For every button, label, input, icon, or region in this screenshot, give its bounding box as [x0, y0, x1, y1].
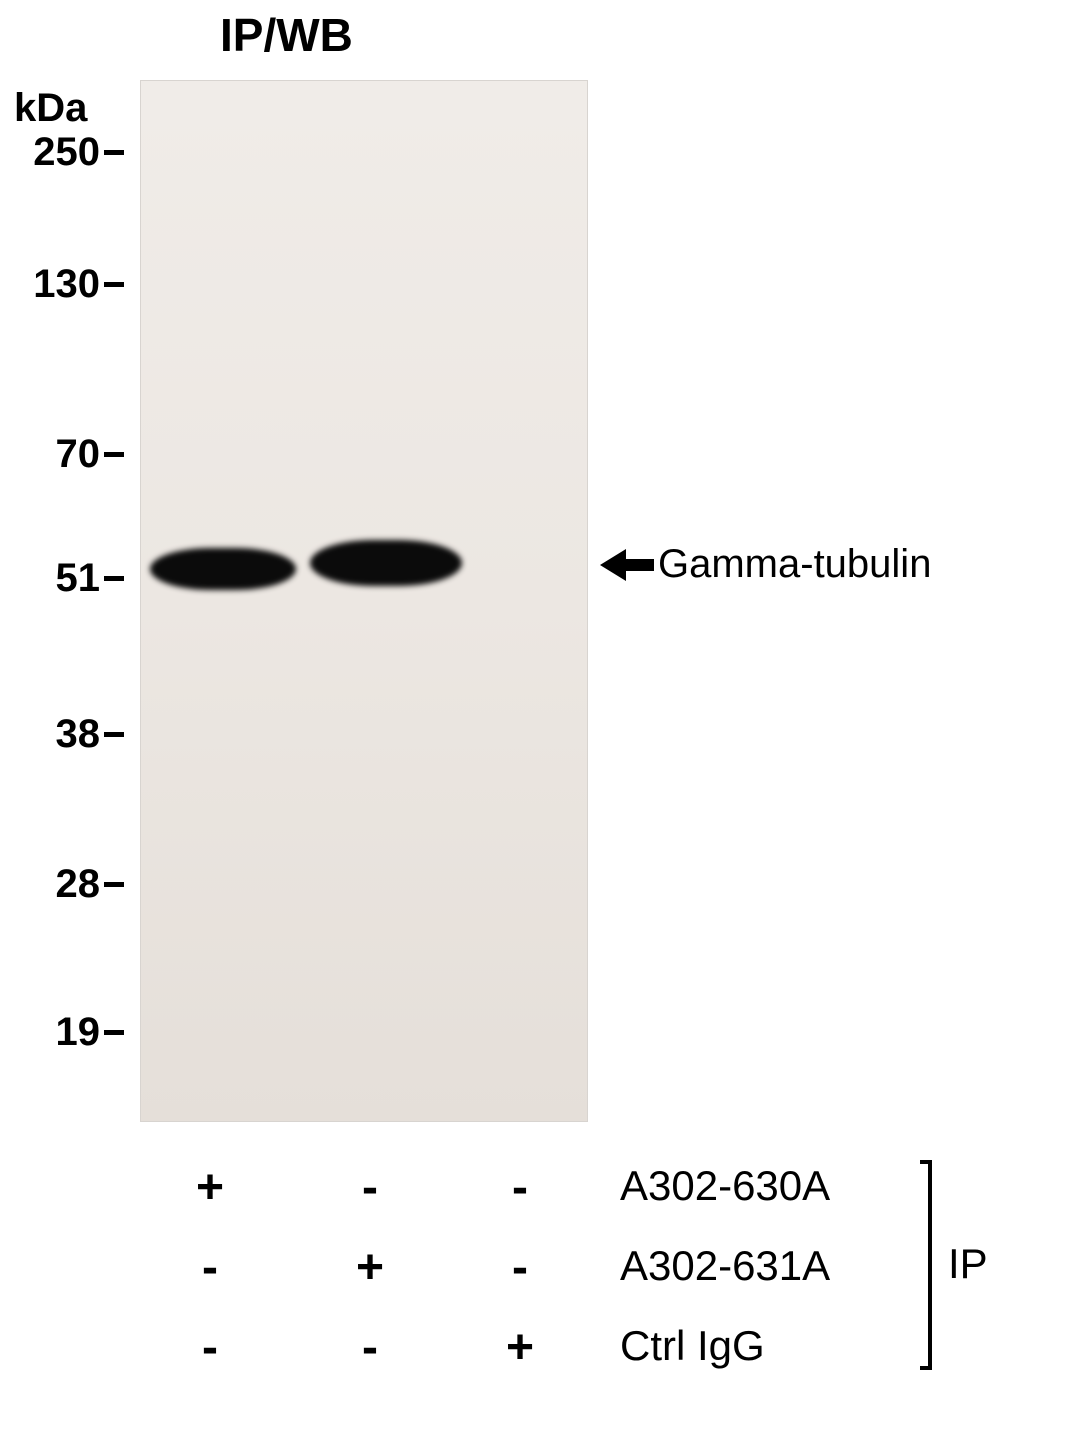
protein-band: [310, 540, 462, 586]
mw-tick: 28: [10, 862, 124, 907]
mw-tick-dash: [104, 1030, 124, 1035]
mw-tick: 130: [10, 262, 124, 307]
mw-tick: 19: [10, 1010, 124, 1055]
mw-tick-dash: [104, 732, 124, 737]
mw-tick-dash: [104, 282, 124, 287]
mw-tick-value: 38: [10, 712, 100, 757]
protein-band: [150, 548, 296, 590]
mw-tick-value: 28: [10, 862, 100, 907]
mw-tick-dash: [104, 576, 124, 581]
protein-label-text: Gamma-tubulin: [658, 542, 931, 587]
mw-tick: 38: [10, 712, 124, 757]
ip-bracket: [920, 1160, 932, 1370]
blot-membrane: [140, 80, 588, 1122]
figure-title: IP/WB: [220, 8, 353, 62]
mw-tick: 250: [10, 130, 124, 175]
lane-symbol: -: [186, 1320, 234, 1375]
ip-antibody-label: A302-630A: [620, 1162, 830, 1210]
lane-symbol: -: [186, 1240, 234, 1295]
mw-tick-value: 130: [10, 262, 100, 307]
mw-tick-dash: [104, 882, 124, 887]
ip-antibody-label: A302-631A: [620, 1242, 830, 1290]
mw-tick-value: 250: [10, 130, 100, 175]
mw-tick-value: 51: [10, 556, 100, 601]
lane-symbol: -: [496, 1240, 544, 1295]
mw-tick-dash: [104, 452, 124, 457]
mw-tick-dash: [104, 150, 124, 155]
lane-symbol: -: [496, 1160, 544, 1215]
mw-tick: 70: [10, 432, 124, 477]
lane-symbol: +: [186, 1160, 234, 1215]
ip-group-label: IP: [948, 1240, 988, 1288]
mw-tick-value: 70: [10, 432, 100, 477]
arrow-left-icon: [600, 545, 654, 585]
mw-tick-value: 19: [10, 1010, 100, 1055]
lane-symbol: +: [346, 1240, 394, 1295]
protein-band-label: Gamma-tubulin: [600, 542, 931, 587]
ip-antibody-label: Ctrl IgG: [620, 1322, 765, 1370]
kda-axis-label: kDa: [14, 86, 87, 131]
lane-symbol: -: [346, 1160, 394, 1215]
figure-container: IP/WB kDa 250 130 70 51 38 28 19 Gamma-tubulin…: [0, 0, 1080, 1432]
lane-symbol: +: [496, 1320, 544, 1375]
mw-tick: 51: [10, 556, 124, 601]
lane-symbol: -: [346, 1320, 394, 1375]
